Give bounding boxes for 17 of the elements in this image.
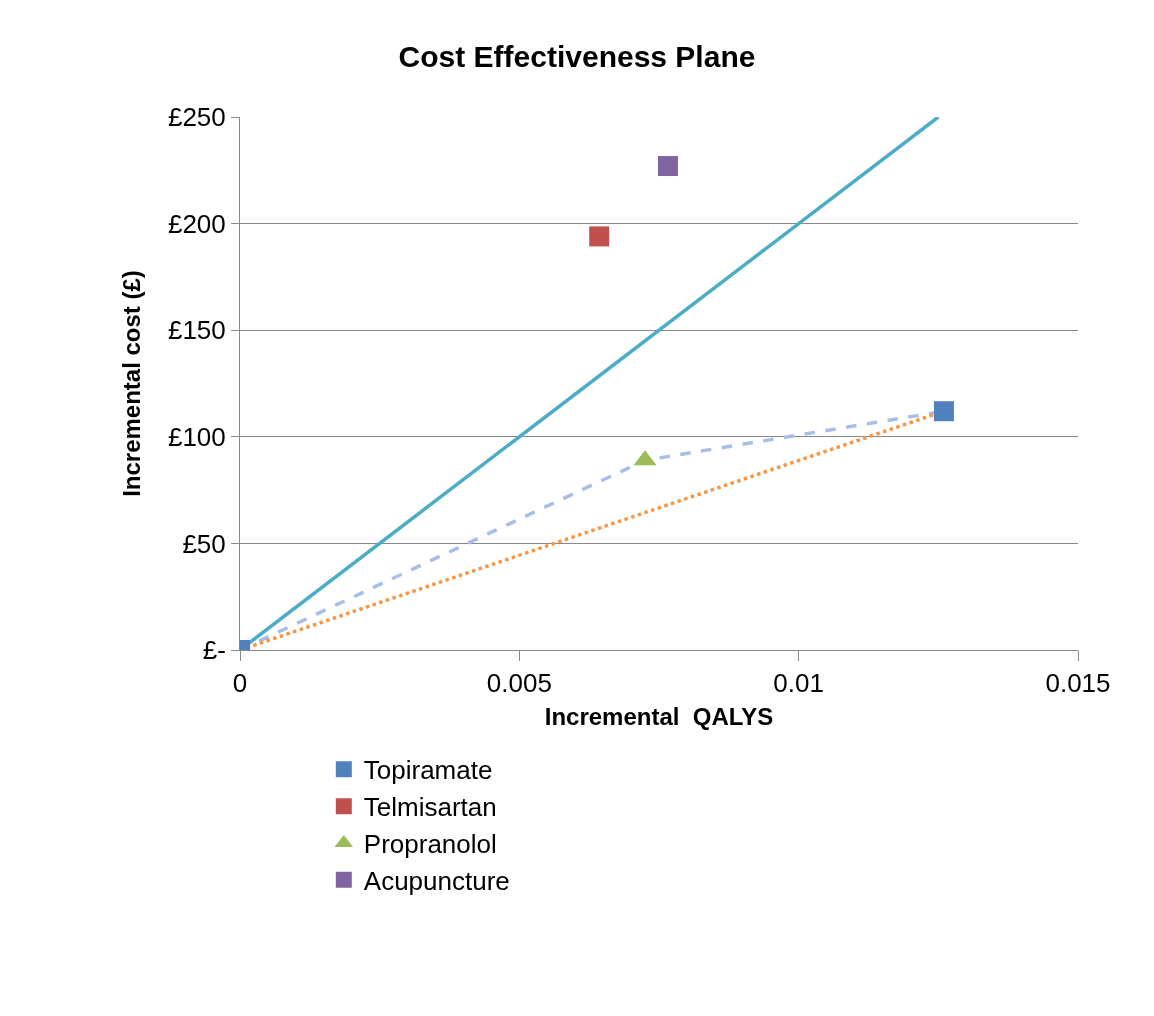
legend-label: Telmisartan	[363, 792, 497, 823]
chart-title: Cost Effectiveness Plane	[398, 39, 756, 73]
x-tick-label: 0.005	[486, 668, 552, 699]
y-tick-label: £50	[182, 528, 226, 559]
y-tick-label: £150	[167, 315, 226, 346]
legend-label: Acupuncture	[363, 865, 510, 896]
x-tick-label: 0.01	[773, 668, 824, 699]
y-tick-label: £200	[167, 208, 226, 239]
x-tick-label: 0	[232, 668, 248, 699]
legend-label: Topiramate	[363, 755, 493, 786]
legend-label: Propranolol	[363, 829, 497, 860]
x-tick-label: 0.015	[1045, 668, 1111, 699]
y-tick-label: £250	[167, 102, 226, 133]
x-axis-title: Incremental QALYS	[544, 702, 774, 730]
y-axis-title: Incremental cost (£)	[118, 270, 146, 497]
y-tick-label: £100	[167, 421, 226, 452]
y-tick-label: £-	[202, 635, 226, 666]
